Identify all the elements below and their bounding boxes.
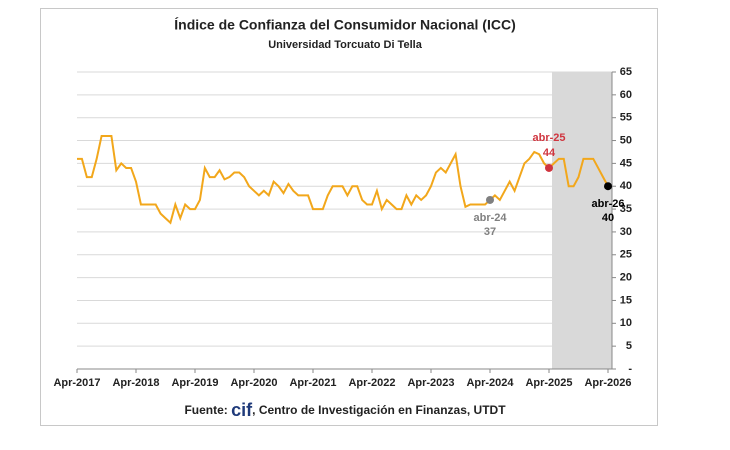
x-tick-label: Apr-2017	[53, 377, 100, 389]
x-tick-label: Apr-2018	[112, 377, 159, 389]
highlight-point	[486, 195, 494, 204]
y-tick-label: 10	[620, 317, 632, 329]
shaded-region	[552, 72, 612, 369]
y-tick-label: 20	[620, 272, 632, 284]
x-tick-label: Apr-2026	[584, 377, 631, 389]
highlight-value: 44	[543, 147, 556, 159]
x-tick-label: Apr-2025	[525, 377, 572, 389]
y-tick-label: -	[628, 363, 632, 375]
y-tick-label: 40	[620, 180, 632, 192]
y-tick-label: 45	[620, 157, 632, 169]
y-tick-label: 65	[620, 66, 632, 78]
y-tick-label: 25	[620, 249, 632, 261]
highlight-value: 37	[484, 226, 496, 238]
y-tick-label: 35	[620, 203, 632, 215]
highlight-label: abr-24	[473, 212, 507, 224]
y-tick-label: 30	[620, 226, 632, 238]
y-tick-label: 60	[620, 89, 632, 101]
source-prefix: Fuente:	[184, 403, 231, 417]
x-tick-label: Apr-2021	[289, 377, 336, 389]
x-tick-label: Apr-2023	[407, 377, 454, 389]
x-tick-label: Apr-2024	[466, 377, 514, 389]
source-text: , Centro de Investigación en Finanzas, U…	[252, 403, 506, 417]
highlight-value: 40	[602, 212, 614, 224]
x-tick-label: Apr-2020	[230, 377, 277, 389]
y-tick-label: 5	[626, 340, 632, 352]
highlight-label: abr-26	[591, 198, 624, 210]
highlight-label: abr-25	[532, 132, 565, 144]
chart-title: Índice de Confianza del Consumidor Nacio…	[174, 17, 515, 33]
y-tick-label: 15	[620, 294, 632, 306]
x-tick-label: Apr-2022	[348, 377, 395, 389]
y-tick-label: 50	[620, 134, 632, 146]
chart-subtitle: Universidad Torcuato Di Tella	[268, 39, 423, 51]
source: Fuente: cif, Centro de Investigación en …	[184, 400, 506, 420]
highlight-point	[545, 163, 553, 172]
x-tick-label: Apr-2019	[171, 377, 218, 389]
line-series	[77, 134, 609, 225]
highlight-point	[604, 182, 612, 191]
source-logo: cif	[231, 400, 253, 420]
y-tick-label: 55	[620, 112, 632, 124]
